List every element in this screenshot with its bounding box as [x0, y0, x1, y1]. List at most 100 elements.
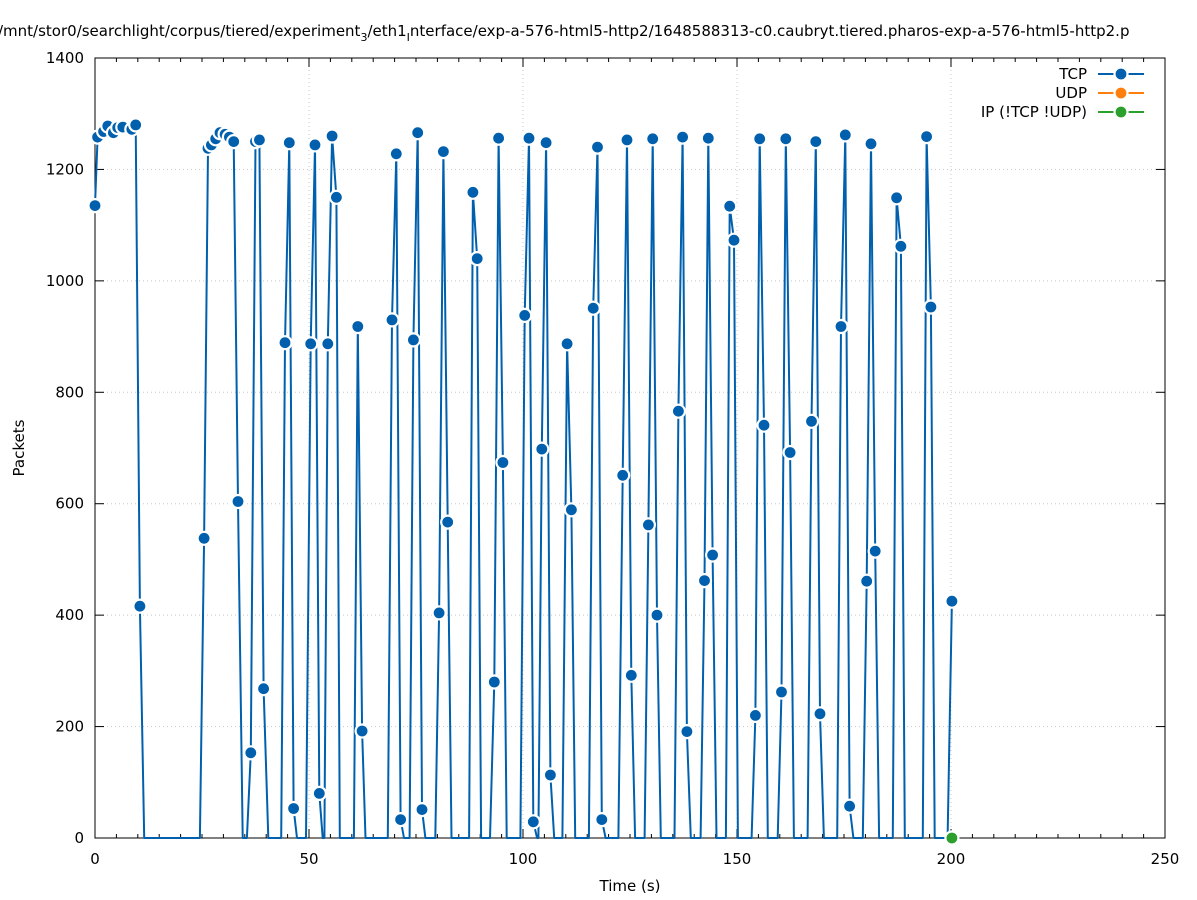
- data-point: [833, 318, 849, 335]
- axis-ticks: 0 50 100 150 200 250 0 200 400 600 800 1000 1200 1400: [46, 49, 1180, 868]
- y-tick-label: 1000: [46, 272, 84, 290]
- data-point: [944, 830, 960, 846]
- data-point: [918, 129, 935, 145]
- data-point: [525, 814, 541, 830]
- data-point: [256, 681, 272, 697]
- data-point: [405, 332, 421, 348]
- data-point: [521, 130, 537, 146]
- data-point: [778, 131, 794, 147]
- data-point: [752, 131, 768, 147]
- data-point: [645, 131, 661, 147]
- y-tick-label: 200: [55, 718, 84, 736]
- data-point: [670, 403, 687, 419]
- x-tick-label: 0: [90, 850, 100, 868]
- data-point: [243, 745, 259, 761]
- x-tick-label: 150: [723, 850, 752, 868]
- data-point: [286, 800, 302, 817]
- legend-marker: [1113, 104, 1129, 120]
- data-point: [782, 444, 798, 461]
- x-tick-label: 250: [1151, 850, 1180, 868]
- data-point: [435, 144, 451, 160]
- data-point: [230, 493, 246, 510]
- data-point: [303, 336, 319, 352]
- y-tick-label: 1200: [46, 160, 84, 178]
- legend-label: TCP: [1058, 65, 1087, 83]
- data-point: [431, 605, 447, 621]
- y-tick-label: 400: [55, 606, 84, 624]
- data-point: [841, 798, 858, 814]
- data-point: [251, 132, 267, 148]
- data-point: [585, 300, 601, 316]
- data-point: [542, 767, 559, 783]
- data-point: [491, 130, 507, 146]
- data-point: [704, 547, 721, 563]
- data-point: [696, 572, 713, 589]
- data-point: [808, 134, 824, 150]
- legend-marker: [1113, 66, 1129, 82]
- data-point: [944, 593, 960, 609]
- y-axis-label: Packets: [10, 419, 28, 476]
- y-tick-label: 600: [55, 495, 84, 513]
- data-point: [196, 530, 212, 546]
- data-point: [384, 312, 400, 328]
- data-point: [867, 543, 883, 559]
- data-point: [128, 117, 144, 133]
- data-point: [756, 417, 772, 433]
- data-point: [773, 684, 790, 700]
- data-point: [640, 517, 657, 533]
- data-point: [320, 336, 336, 352]
- data-point: [722, 198, 738, 214]
- series-layer: [87, 117, 960, 846]
- data-point: [563, 502, 580, 518]
- data-point: [803, 413, 820, 429]
- x-tick-label: 200: [937, 850, 966, 868]
- legend-marker: [1113, 85, 1129, 101]
- data-point: [615, 467, 631, 483]
- data-point: [486, 674, 502, 690]
- data-point: [440, 514, 456, 530]
- data-point: [324, 128, 340, 144]
- y-tick-label: 0: [74, 829, 84, 847]
- data-point: [859, 573, 875, 589]
- data-point: [700, 130, 716, 146]
- legend-label: UDP: [1055, 84, 1087, 102]
- data-point: [812, 706, 828, 722]
- data-point: [594, 811, 610, 828]
- data-point: [388, 146, 404, 162]
- data-point: [277, 335, 293, 351]
- data-point: [747, 707, 764, 724]
- data-point: [410, 125, 426, 141]
- data-point: [495, 454, 511, 471]
- data-point: [619, 132, 635, 148]
- data-point: [888, 190, 905, 206]
- data-point: [589, 139, 606, 155]
- data-point: [674, 129, 691, 145]
- data-point: [538, 135, 554, 151]
- data-point: [863, 136, 879, 152]
- data-point: [226, 134, 242, 150]
- y-tick-label: 800: [55, 383, 84, 401]
- data-point: [923, 299, 939, 315]
- data-point: [281, 135, 297, 151]
- data-point: [328, 189, 344, 205]
- series-ip-tcp-udp: [944, 830, 960, 846]
- series-line: [94, 123, 953, 839]
- legend-label: IP (!TCP !UDP): [981, 103, 1087, 121]
- data-point: [649, 607, 665, 623]
- data-point: [837, 127, 853, 143]
- data-point: [465, 184, 481, 200]
- data-point: [534, 441, 550, 457]
- data-point: [469, 251, 485, 267]
- data-point: [393, 811, 409, 828]
- chart-title: /mnt/stor0/searchlight/corpus/tiered/exp…: [0, 22, 1129, 44]
- data-point: [414, 801, 430, 818]
- data-point: [87, 198, 103, 214]
- data-point: [623, 667, 639, 683]
- data-point: [679, 723, 695, 740]
- series-tcp: [87, 117, 960, 839]
- data-point: [726, 232, 742, 248]
- y-tick-label: 1400: [46, 49, 84, 67]
- data-point: [559, 336, 575, 352]
